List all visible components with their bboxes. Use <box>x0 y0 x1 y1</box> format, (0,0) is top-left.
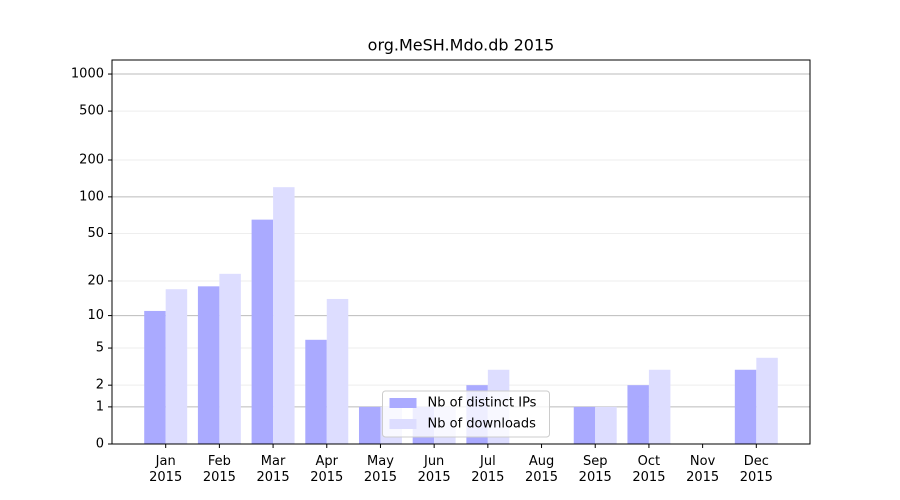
x-tick-label: Aug 2015 <box>525 454 558 485</box>
y-tick-label: 5 <box>96 341 104 356</box>
x-tick-label: Jan 2015 <box>149 454 182 485</box>
bar <box>756 357 778 444</box>
x-tick-label: Dec 2015 <box>740 454 773 485</box>
y-tick-label: 50 <box>87 226 104 241</box>
legend-label: Nb of distinct IPs <box>428 396 537 411</box>
legend-swatch <box>389 398 417 408</box>
bar <box>165 289 188 444</box>
y-tick-label: 200 <box>79 153 104 168</box>
y-tick-label: 500 <box>79 104 104 119</box>
legend-box <box>382 390 550 438</box>
bar <box>197 286 220 444</box>
bar <box>734 369 757 444</box>
y-tick-label: 1000 <box>71 67 104 82</box>
x-tick-label: Sep 2015 <box>579 454 612 485</box>
bar <box>326 298 349 444</box>
bar <box>358 406 381 444</box>
bar <box>573 406 596 444</box>
bar <box>648 369 671 444</box>
bar <box>627 385 649 444</box>
bar <box>251 219 274 444</box>
y-tick-label: 20 <box>87 273 104 288</box>
plot-frame <box>111 59 811 445</box>
y-tick-label: 0 <box>96 437 104 452</box>
y-tick-label: 100 <box>79 189 104 204</box>
x-tick-label: Mar 2015 <box>257 454 290 485</box>
bar <box>144 310 166 444</box>
legend-swatch <box>389 419 417 429</box>
legend-label: Nb of downloads <box>428 417 537 432</box>
x-tick-label: Jun 2015 <box>418 454 451 485</box>
x-tick-label: Jul 2015 <box>471 454 504 485</box>
x-tick-label: Nov 2015 <box>686 454 719 485</box>
y-tick-label: 2 <box>96 378 104 393</box>
x-tick-label: Apr 2015 <box>310 454 343 485</box>
bar <box>305 339 327 444</box>
x-tick-label: Oct 2015 <box>632 454 665 485</box>
bar <box>595 406 617 444</box>
chart-title: org.MeSH.Mdo.db 2015 <box>368 36 555 55</box>
bar <box>219 273 241 444</box>
y-tick-label: 10 <box>87 308 104 323</box>
x-tick-label: Feb 2015 <box>203 454 236 485</box>
x-tick-label: May 2015 <box>364 454 397 485</box>
y-tick-label: 1 <box>96 399 104 414</box>
bar <box>273 187 295 444</box>
